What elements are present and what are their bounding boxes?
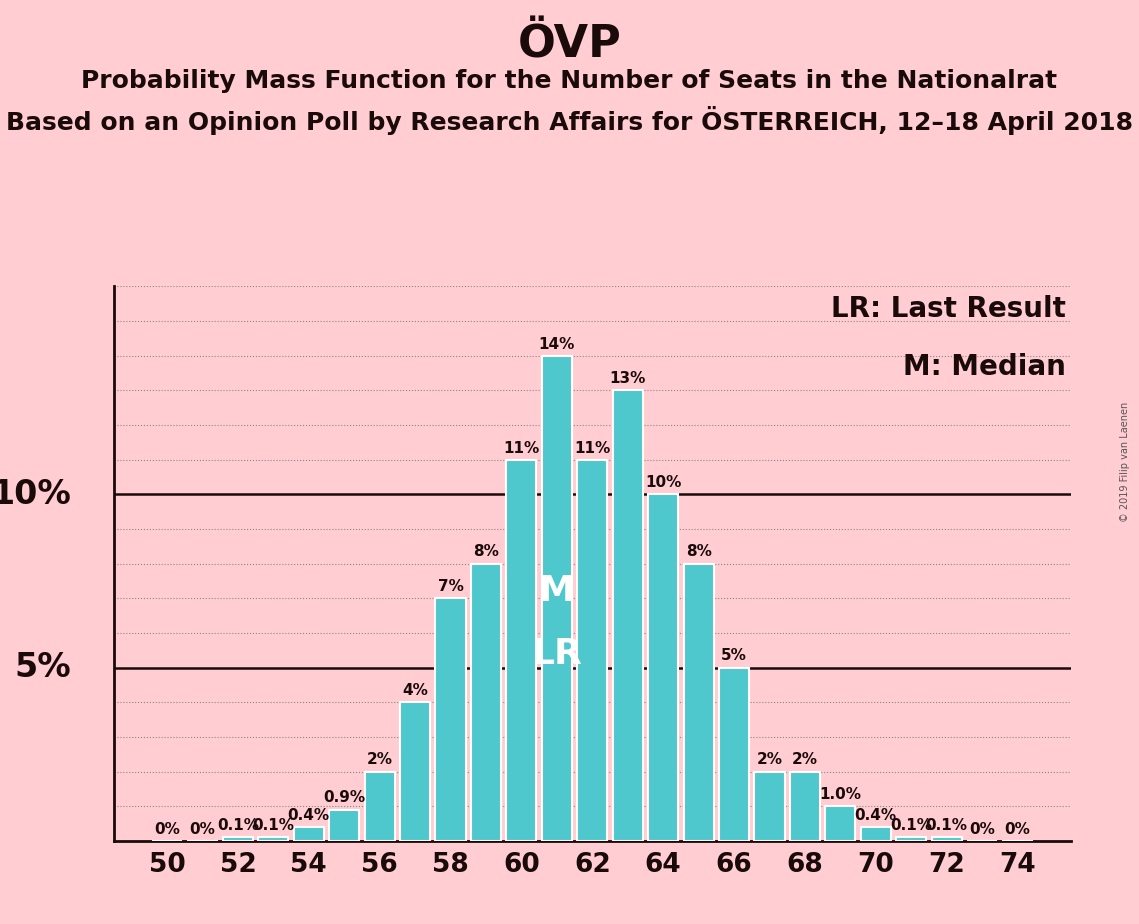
Text: 0.9%: 0.9% (323, 791, 366, 806)
Text: LR: Last Result: LR: Last Result (831, 295, 1066, 322)
Text: 0%: 0% (189, 821, 215, 837)
Text: Based on an Opinion Poll by Research Affairs for ÖSTERREICH, 12–18 April 2018: Based on an Opinion Poll by Research Aff… (6, 106, 1133, 135)
Text: © 2019 Filip van Laenen: © 2019 Filip van Laenen (1121, 402, 1130, 522)
Bar (826, 806, 855, 841)
Text: 8%: 8% (473, 544, 499, 560)
Text: 0%: 0% (1005, 821, 1031, 837)
Bar (789, 772, 820, 841)
Bar (329, 809, 359, 841)
Text: 7%: 7% (437, 579, 464, 594)
Text: M: Median: M: Median (903, 353, 1066, 381)
Bar (542, 356, 572, 841)
Bar (577, 460, 607, 841)
Text: 5%: 5% (721, 649, 747, 663)
Text: 11%: 11% (574, 441, 611, 456)
Text: 14%: 14% (539, 336, 575, 352)
Text: 0.4%: 0.4% (854, 808, 896, 822)
Bar (754, 772, 785, 841)
Text: 13%: 13% (609, 371, 646, 386)
Bar (223, 837, 253, 841)
Bar (719, 667, 749, 841)
Text: 0%: 0% (969, 821, 995, 837)
Text: 8%: 8% (686, 544, 712, 560)
Bar (932, 837, 961, 841)
Bar (896, 837, 926, 841)
Bar (400, 702, 431, 841)
Text: 2%: 2% (367, 752, 393, 767)
Text: LR: LR (532, 637, 582, 671)
Bar (470, 564, 501, 841)
Bar (294, 827, 323, 841)
Text: 4%: 4% (402, 683, 428, 699)
Text: 0.1%: 0.1% (216, 819, 259, 833)
Text: 10%: 10% (645, 475, 681, 490)
Text: 0.4%: 0.4% (288, 808, 330, 822)
Text: ÖVP: ÖVP (517, 23, 622, 67)
Text: 0.1%: 0.1% (891, 819, 932, 833)
Text: M: M (539, 575, 575, 608)
Text: 10%: 10% (0, 478, 71, 511)
Bar (861, 827, 891, 841)
Bar (507, 460, 536, 841)
Text: 2%: 2% (756, 752, 782, 767)
Bar (683, 564, 714, 841)
Text: 1.0%: 1.0% (819, 787, 861, 802)
Bar (364, 772, 395, 841)
Text: 0.1%: 0.1% (926, 819, 968, 833)
Text: 5%: 5% (14, 651, 71, 684)
Bar (613, 390, 642, 841)
Text: Probability Mass Function for the Number of Seats in the Nationalrat: Probability Mass Function for the Number… (81, 69, 1058, 93)
Text: 0.1%: 0.1% (253, 819, 294, 833)
Bar (648, 494, 678, 841)
Text: 2%: 2% (792, 752, 818, 767)
Text: 11%: 11% (503, 441, 540, 456)
Text: 0%: 0% (154, 821, 180, 837)
Bar (435, 599, 466, 841)
Bar (259, 837, 288, 841)
